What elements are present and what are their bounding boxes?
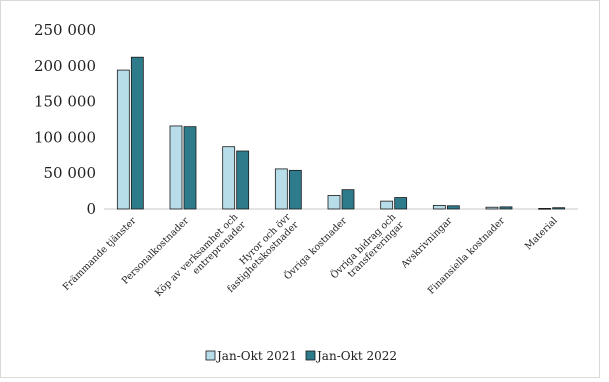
bar-2021 (538, 208, 552, 210)
y-tick-label: 50 000 (44, 164, 97, 182)
bar-2021 (432, 205, 446, 210)
bar-2021 (169, 125, 183, 210)
bar-2021 (380, 200, 394, 210)
legend-swatch (205, 350, 216, 361)
bar-2021 (116, 69, 130, 210)
bar-2022 (552, 207, 566, 210)
y-tick-label: 200 000 (34, 57, 96, 75)
bar-2022 (183, 126, 197, 210)
bar-2022 (446, 205, 460, 210)
bar-2021 (222, 146, 236, 210)
bar-2021 (485, 206, 499, 210)
x-tick-label: Material (523, 215, 560, 252)
bar-2022 (341, 189, 355, 210)
y-tick-label: 250 000 (34, 21, 96, 39)
bar-2021 (274, 168, 288, 210)
bar-2021 (327, 194, 341, 210)
y-tick-label: 0 (86, 200, 96, 218)
bar-2022 (499, 206, 513, 210)
bar-2022 (130, 56, 144, 210)
y-tick-label: 150 000 (34, 93, 96, 111)
y-tick-label: 100 000 (34, 128, 96, 146)
legend-label: Jan-Okt 2021 (215, 349, 297, 363)
bar-2022 (288, 169, 302, 210)
bar-2022 (394, 197, 408, 210)
legend-swatch (305, 350, 316, 361)
bar-2022 (236, 150, 250, 210)
legend-label: Jan-Okt 2022 (315, 349, 397, 363)
x-tick-label: Avskrivningar (399, 215, 455, 271)
